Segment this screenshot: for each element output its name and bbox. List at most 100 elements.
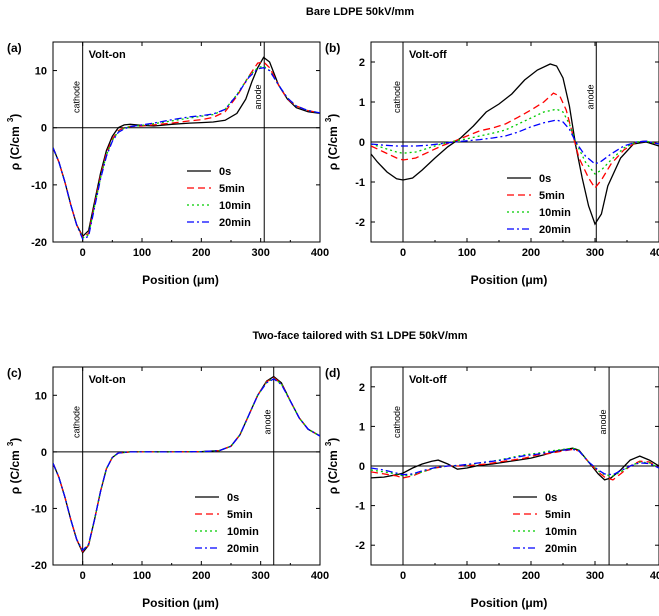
y-tick-label: -20 [31, 237, 47, 249]
series-line-20min [53, 67, 320, 240]
panel-letter: (d) [325, 366, 340, 380]
chart-panel-3: cathode anode 0 100 200 300 400 -2 -1 0 1 2 Position… [324, 366, 659, 610]
legend-label-10min: 10min [545, 526, 577, 538]
plot-frame [52, 41, 321, 243]
y-tick-label: -1 [355, 501, 365, 513]
legend-label-20min: 20min [219, 217, 251, 229]
y-axis-label: ρ (C/cm 3) [324, 438, 340, 495]
y-tick-label: -10 [31, 503, 47, 515]
chart-panel-1: cathode anode 0 100 200 300 400 -2 -1 0 1 2 Position… [324, 41, 659, 287]
series-line-10min [371, 108, 659, 175]
x-tick-label: 300 [586, 247, 604, 259]
anode-label: anode [263, 409, 273, 434]
legend-label-5min: 5min [219, 183, 245, 195]
panel-letter: (a) [7, 41, 22, 55]
panel-letter: (b) [325, 41, 340, 55]
y-tick-label: 2 [359, 382, 365, 394]
series-line-10min [371, 447, 659, 477]
y-tick-label: 1 [359, 421, 365, 433]
x-tick-label: 0 [80, 247, 86, 259]
legend-label-10min: 10min [219, 200, 251, 212]
chart-panel-2: cathode anode 0 100 200 300 400 -20 -10 0 10 Positi… [6, 366, 329, 610]
y-tick-label: -1 [355, 177, 365, 189]
x-tick-label: 200 [522, 570, 540, 582]
x-axis-label: Position (μm) [471, 596, 548, 610]
legend-label-20min: 20min [545, 543, 577, 555]
legend-label-5min: 5min [545, 509, 571, 521]
legend-label-5min: 5min [227, 509, 253, 521]
y-axis-label-close: ) [8, 438, 22, 442]
x-tick-label: 0 [400, 570, 406, 582]
series-line-5min [371, 448, 659, 481]
y-tick-label: -10 [31, 180, 47, 192]
legend-label-5min: 5min [539, 190, 565, 202]
y-axis-label-close: ) [326, 438, 340, 442]
y-tick-label: -2 [355, 540, 365, 552]
y-axis-label: ρ (C/cm 3) [324, 114, 340, 171]
x-tick-label: 400 [650, 570, 659, 582]
legend-label-0s: 0s [219, 166, 231, 178]
x-tick-label: 400 [650, 247, 659, 259]
y-axis-label: ρ (C/cm 3) [6, 438, 22, 495]
legend-label-0s: 0s [545, 492, 557, 504]
x-tick-label: 300 [251, 247, 269, 259]
top-figure-title: Bare LDPE 50kV/mm [306, 6, 414, 18]
anode-label: anode [598, 409, 608, 434]
state-label: Volt-on [89, 374, 126, 386]
anode-label: anode [253, 84, 263, 109]
y-axis-label-main: ρ (C/cm [8, 450, 22, 494]
series-line-20min [371, 119, 659, 165]
series-group [371, 447, 659, 481]
legend-label-20min: 20min [227, 543, 259, 555]
cathode-label: cathode [72, 81, 82, 113]
legend-label-10min: 10min [539, 207, 571, 219]
y-axis-label-superscript: 3 [6, 117, 15, 122]
x-tick-label: 400 [311, 570, 329, 582]
y-tick-label: -20 [31, 560, 47, 572]
y-tick-label: 0 [359, 461, 365, 473]
y-tick-label: 2 [359, 57, 365, 69]
series-group [53, 375, 320, 554]
x-tick-label: 0 [80, 570, 86, 582]
x-tick-label: 100 [458, 247, 476, 259]
series-line-0s [53, 56, 320, 238]
legend-label-10min: 10min [227, 526, 259, 538]
y-tick-label: 0 [41, 123, 47, 135]
y-axis-label-superscript: 3 [6, 441, 15, 446]
y-axis-label-main: ρ (C/cm [8, 126, 22, 170]
y-axis-label-superscript: 3 [324, 441, 333, 446]
cathode-label: cathode [392, 81, 402, 113]
anode-label: anode [585, 84, 595, 109]
series-group [53, 56, 320, 240]
x-tick-label: 100 [458, 570, 476, 582]
cathode-label: cathode [392, 406, 402, 438]
y-tick-label: -2 [355, 217, 365, 229]
panel-letter: (c) [7, 366, 22, 380]
legend-label-20min: 20min [539, 224, 571, 236]
y-tick-label: 1 [359, 97, 365, 109]
y-axis-label-superscript: 3 [324, 117, 333, 122]
state-label: Volt-off [409, 49, 447, 61]
y-axis-label-main: ρ (C/cm [326, 126, 340, 170]
chart-panel-0: cathode anode 0 100 200 300 400 -20 -10 0 10 Positi… [6, 41, 329, 287]
x-tick-label: 300 [251, 570, 269, 582]
x-tick-label: 400 [311, 247, 329, 259]
series-line-20min [53, 378, 320, 552]
x-tick-label: 100 [133, 247, 151, 259]
bottom-figure-title: Two-face tailored with S1 LDPE 50kV/mm [253, 330, 468, 342]
y-tick-label: 0 [359, 137, 365, 149]
x-tick-label: 200 [522, 247, 540, 259]
x-tick-label: 200 [192, 570, 210, 582]
series-line-5min [371, 92, 659, 190]
series-group [371, 63, 659, 226]
y-axis-label-main: ρ (C/cm [326, 450, 340, 494]
series-line-0s [371, 63, 659, 226]
y-tick-label: 10 [35, 390, 47, 402]
cathode-label: cathode [72, 406, 82, 438]
x-axis-label: Position (μm) [471, 273, 548, 287]
plot-frame [52, 366, 321, 566]
x-tick-label: 0 [400, 247, 406, 259]
state-label: Volt-on [89, 49, 126, 61]
series-line-0s [371, 447, 659, 481]
